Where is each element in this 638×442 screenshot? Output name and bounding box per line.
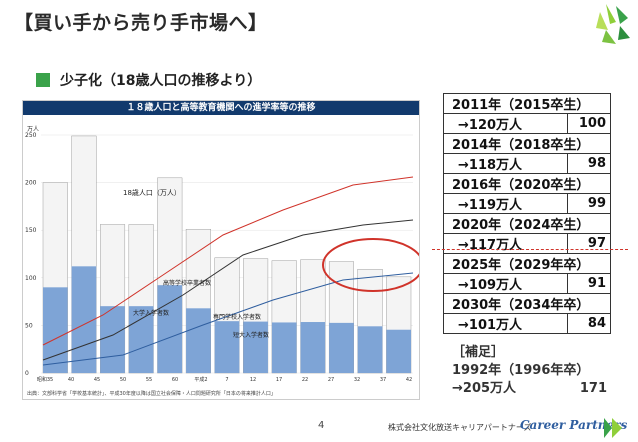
- enrollment-bar: [329, 322, 354, 373]
- highschool-label: 高等学校卒業者数: [163, 279, 211, 287]
- population-cell: →118万人: [443, 153, 568, 174]
- year-cell: 2011年（2015卒生）: [443, 93, 611, 114]
- x-tick-label: 32: [354, 377, 360, 383]
- enrollment-bar: [43, 287, 68, 373]
- green-square-bullet: [36, 73, 50, 87]
- index-cell: 97: [567, 233, 611, 254]
- uni-label: 大学入学者数: [133, 309, 169, 317]
- y-tick-label: 200: [25, 180, 37, 187]
- chart-heading: １８歳人口と高等教育機関への進学率等の推移: [23, 101, 419, 115]
- x-tick-label: 50: [120, 377, 126, 383]
- supplement-value: 171: [579, 381, 607, 396]
- index-cell: 98: [567, 153, 611, 174]
- x-tick-label: 27: [328, 377, 334, 383]
- year-cell: 2025年（2029年卒）: [443, 253, 611, 274]
- population-table: 2011年（2015卒生） →120万人 100 2014年（2018卒生） →118万…: [443, 93, 611, 334]
- section-heading: 少子化（18歳人口の推移より）: [36, 70, 261, 90]
- y-tick-label: 150: [25, 227, 37, 234]
- x-tick-label: 40: [68, 377, 74, 383]
- supplement-heading: ［補足］: [452, 345, 505, 360]
- x-tick-label: 12: [250, 377, 256, 383]
- x-tick-label: 45: [94, 377, 100, 383]
- table-row-year: 2025年（2029年卒）: [443, 253, 611, 274]
- chart-svg: 万人 250 200 150 100 50 0 昭和35 40 45 50 55 60 平成2 7 12 17…: [25, 126, 419, 397]
- table-row-value: →120万人 100: [443, 113, 611, 134]
- page-number: 4: [318, 420, 325, 431]
- supplement-year: 1992年（1996年卒）: [452, 363, 590, 378]
- supplement-note: ［補足］ 1992年（1996年卒） →205万人 171: [452, 344, 607, 398]
- enrollment-bar: [157, 285, 183, 373]
- x-tick-label: 37: [380, 377, 386, 383]
- footer: 4 株式会社文化放送キャリアパートナーズ Career Partners: [0, 416, 638, 442]
- highlight-ellipse: [322, 238, 419, 292]
- table-row-year: 2030年（2034年卒）: [443, 293, 611, 314]
- population-cell: →109万人: [443, 273, 568, 294]
- population-chart: １８歳人口と高等教育機関への進学率等の推移 万人 250 200 150 100 50 0…: [22, 100, 420, 400]
- highschool-rate-line: [42, 219, 414, 361]
- green-decoration-icon: [596, 4, 630, 44]
- table-row-year: 2016年（2020卒生）: [443, 173, 611, 194]
- x-tick-label: 平成2: [194, 376, 207, 383]
- enrollment-bar: [100, 306, 125, 373]
- x-tick-label: 22: [302, 377, 308, 383]
- x-tick-label: 7: [225, 377, 228, 383]
- table-row-year: 2014年（2018卒生）: [443, 133, 611, 154]
- population-cell: →101万人: [443, 313, 568, 334]
- table-row-year: 2011年（2015卒生）: [443, 93, 611, 114]
- enrollment-bar: [128, 306, 154, 373]
- enrollment-bar: [71, 266, 97, 373]
- year-cell: 2016年（2020卒生）: [443, 173, 611, 194]
- company-name: 株式会社文化放送キャリアパートナーズ: [388, 423, 532, 432]
- y-tick-label: 0: [25, 370, 29, 377]
- jr-label: 短大入学者数: [233, 331, 269, 339]
- index-cell: 84: [567, 313, 611, 334]
- index-cell: 91: [567, 273, 611, 294]
- enrollment-bar: [186, 308, 211, 373]
- x-tick-label: 42: [406, 377, 412, 383]
- x-tick-label: 55: [146, 377, 152, 383]
- vocational-label: 専門学校入学者数: [213, 313, 261, 321]
- enrollment-bar: [243, 321, 268, 373]
- index-cell: 100: [567, 113, 611, 134]
- brand-logo: Career Partners: [520, 418, 628, 432]
- table-row-value: →118万人 98: [443, 153, 611, 174]
- red-dashed-divider: [432, 249, 628, 250]
- university-rate-line: [42, 176, 414, 346]
- table-row-value: →101万人 84: [443, 313, 611, 334]
- year-cell: 2030年（2034年卒）: [443, 293, 611, 314]
- year-cell: 2020年（2024卒生）: [443, 213, 611, 234]
- y-tick-label: 50: [25, 322, 33, 329]
- table-row-year: 2020年（2024卒生）: [443, 213, 611, 234]
- population-label: 18歳人口（万人）: [123, 188, 181, 197]
- advancement-rate-line: [42, 272, 414, 366]
- y-tick-label: 100: [25, 275, 37, 282]
- y-tick-label: 250: [25, 132, 37, 139]
- chart-source: 出典：文部科学省「学校基本統計」、平成30年度以降は国立社会保障・人口問題研究所…: [27, 390, 276, 397]
- x-tick-label: 17: [276, 377, 282, 383]
- table-row-value: →109万人 91: [443, 273, 611, 294]
- population-cell: →120万人: [443, 113, 568, 134]
- table-row-value: →119万人 99: [443, 193, 611, 214]
- enrollment-bar: [214, 321, 240, 373]
- page-title: 【買い手から売り手市場へ】: [14, 12, 268, 34]
- population-cell: →117万人: [443, 233, 568, 254]
- enrollment-bar: [300, 322, 326, 373]
- enrollment-bar: [386, 329, 411, 373]
- x-tick-label: 昭和35: [37, 376, 53, 383]
- table-row-value: →117万人 97: [443, 233, 611, 254]
- year-cell: 2014年（2018卒生）: [443, 133, 611, 154]
- logo-mark-icon: [604, 418, 622, 438]
- enrollment-bar: [357, 326, 383, 373]
- supplement-arrow: →205万人: [452, 381, 517, 396]
- index-cell: 99: [567, 193, 611, 214]
- section-title: 少子化（18歳人口の推移より）: [60, 73, 262, 89]
- x-tick-label: 60: [172, 377, 178, 383]
- enrollment-bar: [271, 322, 297, 373]
- y-axis-unit: 万人: [27, 126, 39, 133]
- population-cell: →119万人: [443, 193, 568, 214]
